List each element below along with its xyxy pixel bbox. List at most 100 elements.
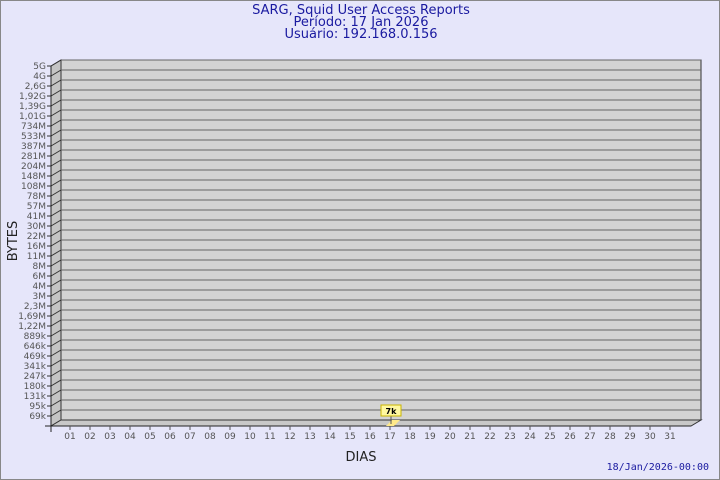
x-tick-label: 13 [304, 432, 315, 442]
x-tick-label: 08 [204, 432, 216, 442]
y-tick-label: 108M [21, 182, 46, 192]
y-tick-label: 95k [29, 402, 46, 412]
x-tick-label: 20 [444, 432, 456, 442]
y-tick-label: 180k [24, 382, 47, 392]
y-tick-diag [50, 399, 62, 407]
y-tick-label: 78M [27, 192, 46, 202]
x-tick-label: 05 [144, 432, 155, 442]
y-tick-label: 6M [33, 272, 47, 282]
x-tick-label: 12 [284, 432, 295, 442]
y-tick-label: 3M [33, 292, 47, 302]
x-tick-label: 18 [404, 432, 416, 442]
y-tick-diag [50, 119, 62, 127]
x-tick-label: 10 [244, 432, 256, 442]
x-tick-label: 16 [364, 432, 376, 442]
y-tick-label: 533M [21, 132, 46, 142]
x-tick-label: 04 [124, 432, 136, 442]
y-tick-diag [50, 389, 62, 397]
y-tick-label: 469k [24, 352, 47, 362]
y-tick-label: 4G [33, 72, 46, 82]
x-tick-label: 25 [544, 432, 555, 442]
y-tick-label: 8M [33, 262, 47, 272]
y-tick-diag [50, 339, 62, 347]
y-tick-label: 1,92G [19, 92, 46, 102]
floor [49, 419, 703, 427]
y-tick-diag [50, 359, 62, 367]
y-tick-label: 2,6G [25, 82, 46, 92]
y-tick-label: 889k [24, 332, 47, 342]
y-tick-label: 1,22M [18, 322, 46, 332]
y-tick-diag [50, 219, 62, 227]
y-tick-label: 69k [29, 412, 46, 422]
y-tick-diag [50, 159, 62, 167]
y-tick-diag [50, 329, 62, 337]
y-tick-label: 1,69M [18, 312, 46, 322]
bar [386, 420, 400, 426]
x-tick-label: 24 [524, 432, 536, 442]
x-tick-label: 27 [584, 432, 595, 442]
x-tick-label: 19 [424, 432, 436, 442]
x-tick-label: 02 [84, 432, 95, 442]
y-tick-diag [50, 189, 62, 197]
x-tick-label: 17 [384, 432, 395, 442]
bar-label-box [380, 404, 402, 417]
y-tick-label: 1,39G [19, 102, 46, 112]
y-tick-label: 387M [21, 142, 46, 152]
y-tick-label: 11M [27, 252, 46, 262]
chart-subtitle-user: Usuário: 192.168.0.156 [284, 27, 438, 42]
y-tick-label: 57M [27, 202, 46, 212]
y-tick-diag [50, 369, 62, 377]
x-tick-label: 22 [484, 432, 495, 442]
x-tick-label: 14 [324, 432, 336, 442]
y-tick-diag [50, 149, 62, 157]
chart-title: SARG, Squid User Access Reports [252, 3, 470, 18]
x-tick-label: 01 [64, 432, 75, 442]
y-tick-label: 4M [33, 282, 47, 292]
y-tick-label: 2,3M [24, 302, 46, 312]
x-tick-label: 07 [184, 432, 195, 442]
y-tick-diag [50, 89, 62, 97]
y-tick-diag [50, 279, 62, 287]
y-tick-label: 41M [27, 212, 46, 222]
x-tick-label: 11 [264, 432, 275, 442]
y-tick-label: 5G [33, 62, 46, 72]
y-tick-diag [50, 379, 62, 387]
y-tick-diag [50, 129, 62, 137]
y-tick-label: 16M [27, 242, 46, 252]
x-tick-label: 03 [104, 432, 115, 442]
y-tick-diag [50, 199, 62, 207]
x-tick-label: 09 [224, 432, 236, 442]
x-tick-label: 06 [164, 432, 176, 442]
y-tick-diag [50, 179, 62, 187]
y-tick-diag [50, 229, 62, 237]
y-tick-diag [50, 309, 62, 317]
x-tick-label: 21 [464, 432, 475, 442]
y-tick-diag [50, 269, 62, 277]
y-tick-diag [50, 69, 62, 77]
y-tick-label: 30M [27, 222, 46, 232]
x-tick-label: 28 [604, 432, 616, 442]
y-tick-diag [50, 299, 62, 307]
y-tick-diag [50, 349, 62, 357]
x-tick-label: 15 [344, 432, 355, 442]
y-tick-diag [50, 99, 62, 107]
x-tick-label: 23 [504, 432, 515, 442]
y-axis-label: BYTES [6, 221, 21, 262]
x-tick-label: 31 [664, 432, 675, 442]
bar-label: 7k [386, 407, 398, 416]
y-tick-diag [50, 169, 62, 177]
x-axis-label: DIAS [346, 450, 377, 465]
y-tick-label: 646k [24, 342, 47, 352]
y-tick-label: 247k [24, 372, 47, 382]
y-tick-label: 22M [27, 232, 46, 242]
chart-subtitle-period: Período: 17 Jan 2026 [293, 15, 429, 30]
y-tick-diag [50, 409, 62, 417]
y-tick-label: 148M [21, 172, 46, 182]
x-tick-label: 29 [624, 432, 636, 442]
y-tick-diag [50, 239, 62, 247]
y-tick-diag [50, 209, 62, 217]
y-tick-diag [50, 319, 62, 327]
y-tick-diag [50, 59, 62, 67]
